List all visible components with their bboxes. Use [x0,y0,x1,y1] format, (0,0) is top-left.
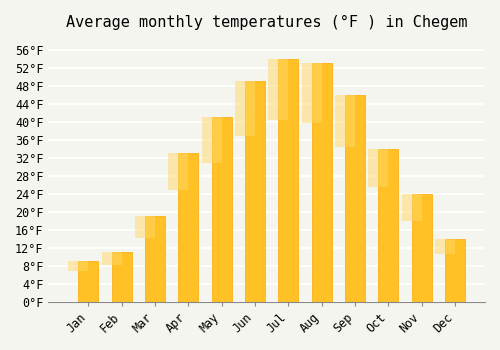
Bar [245,81,265,302]
Title: Average monthly temperatures (°F ) in Chegem: Average monthly temperatures (°F ) in Ch… [66,15,468,30]
Bar [78,261,98,302]
Bar [335,95,355,147]
Bar [412,194,432,302]
Bar [168,153,188,190]
Bar [445,239,465,302]
Bar [135,216,155,238]
Bar [312,63,332,302]
Bar [212,117,232,302]
Bar [102,252,121,265]
Bar [202,117,222,163]
Bar [112,252,132,302]
Bar [435,239,455,254]
Bar [302,63,322,123]
Bar [145,216,165,302]
Bar [368,149,388,187]
Bar [268,59,288,120]
Bar [178,153,199,302]
Bar [278,59,298,302]
Bar [68,261,88,271]
Bar [378,149,398,302]
Bar [235,81,255,136]
Bar [345,95,365,302]
Bar [402,194,422,221]
